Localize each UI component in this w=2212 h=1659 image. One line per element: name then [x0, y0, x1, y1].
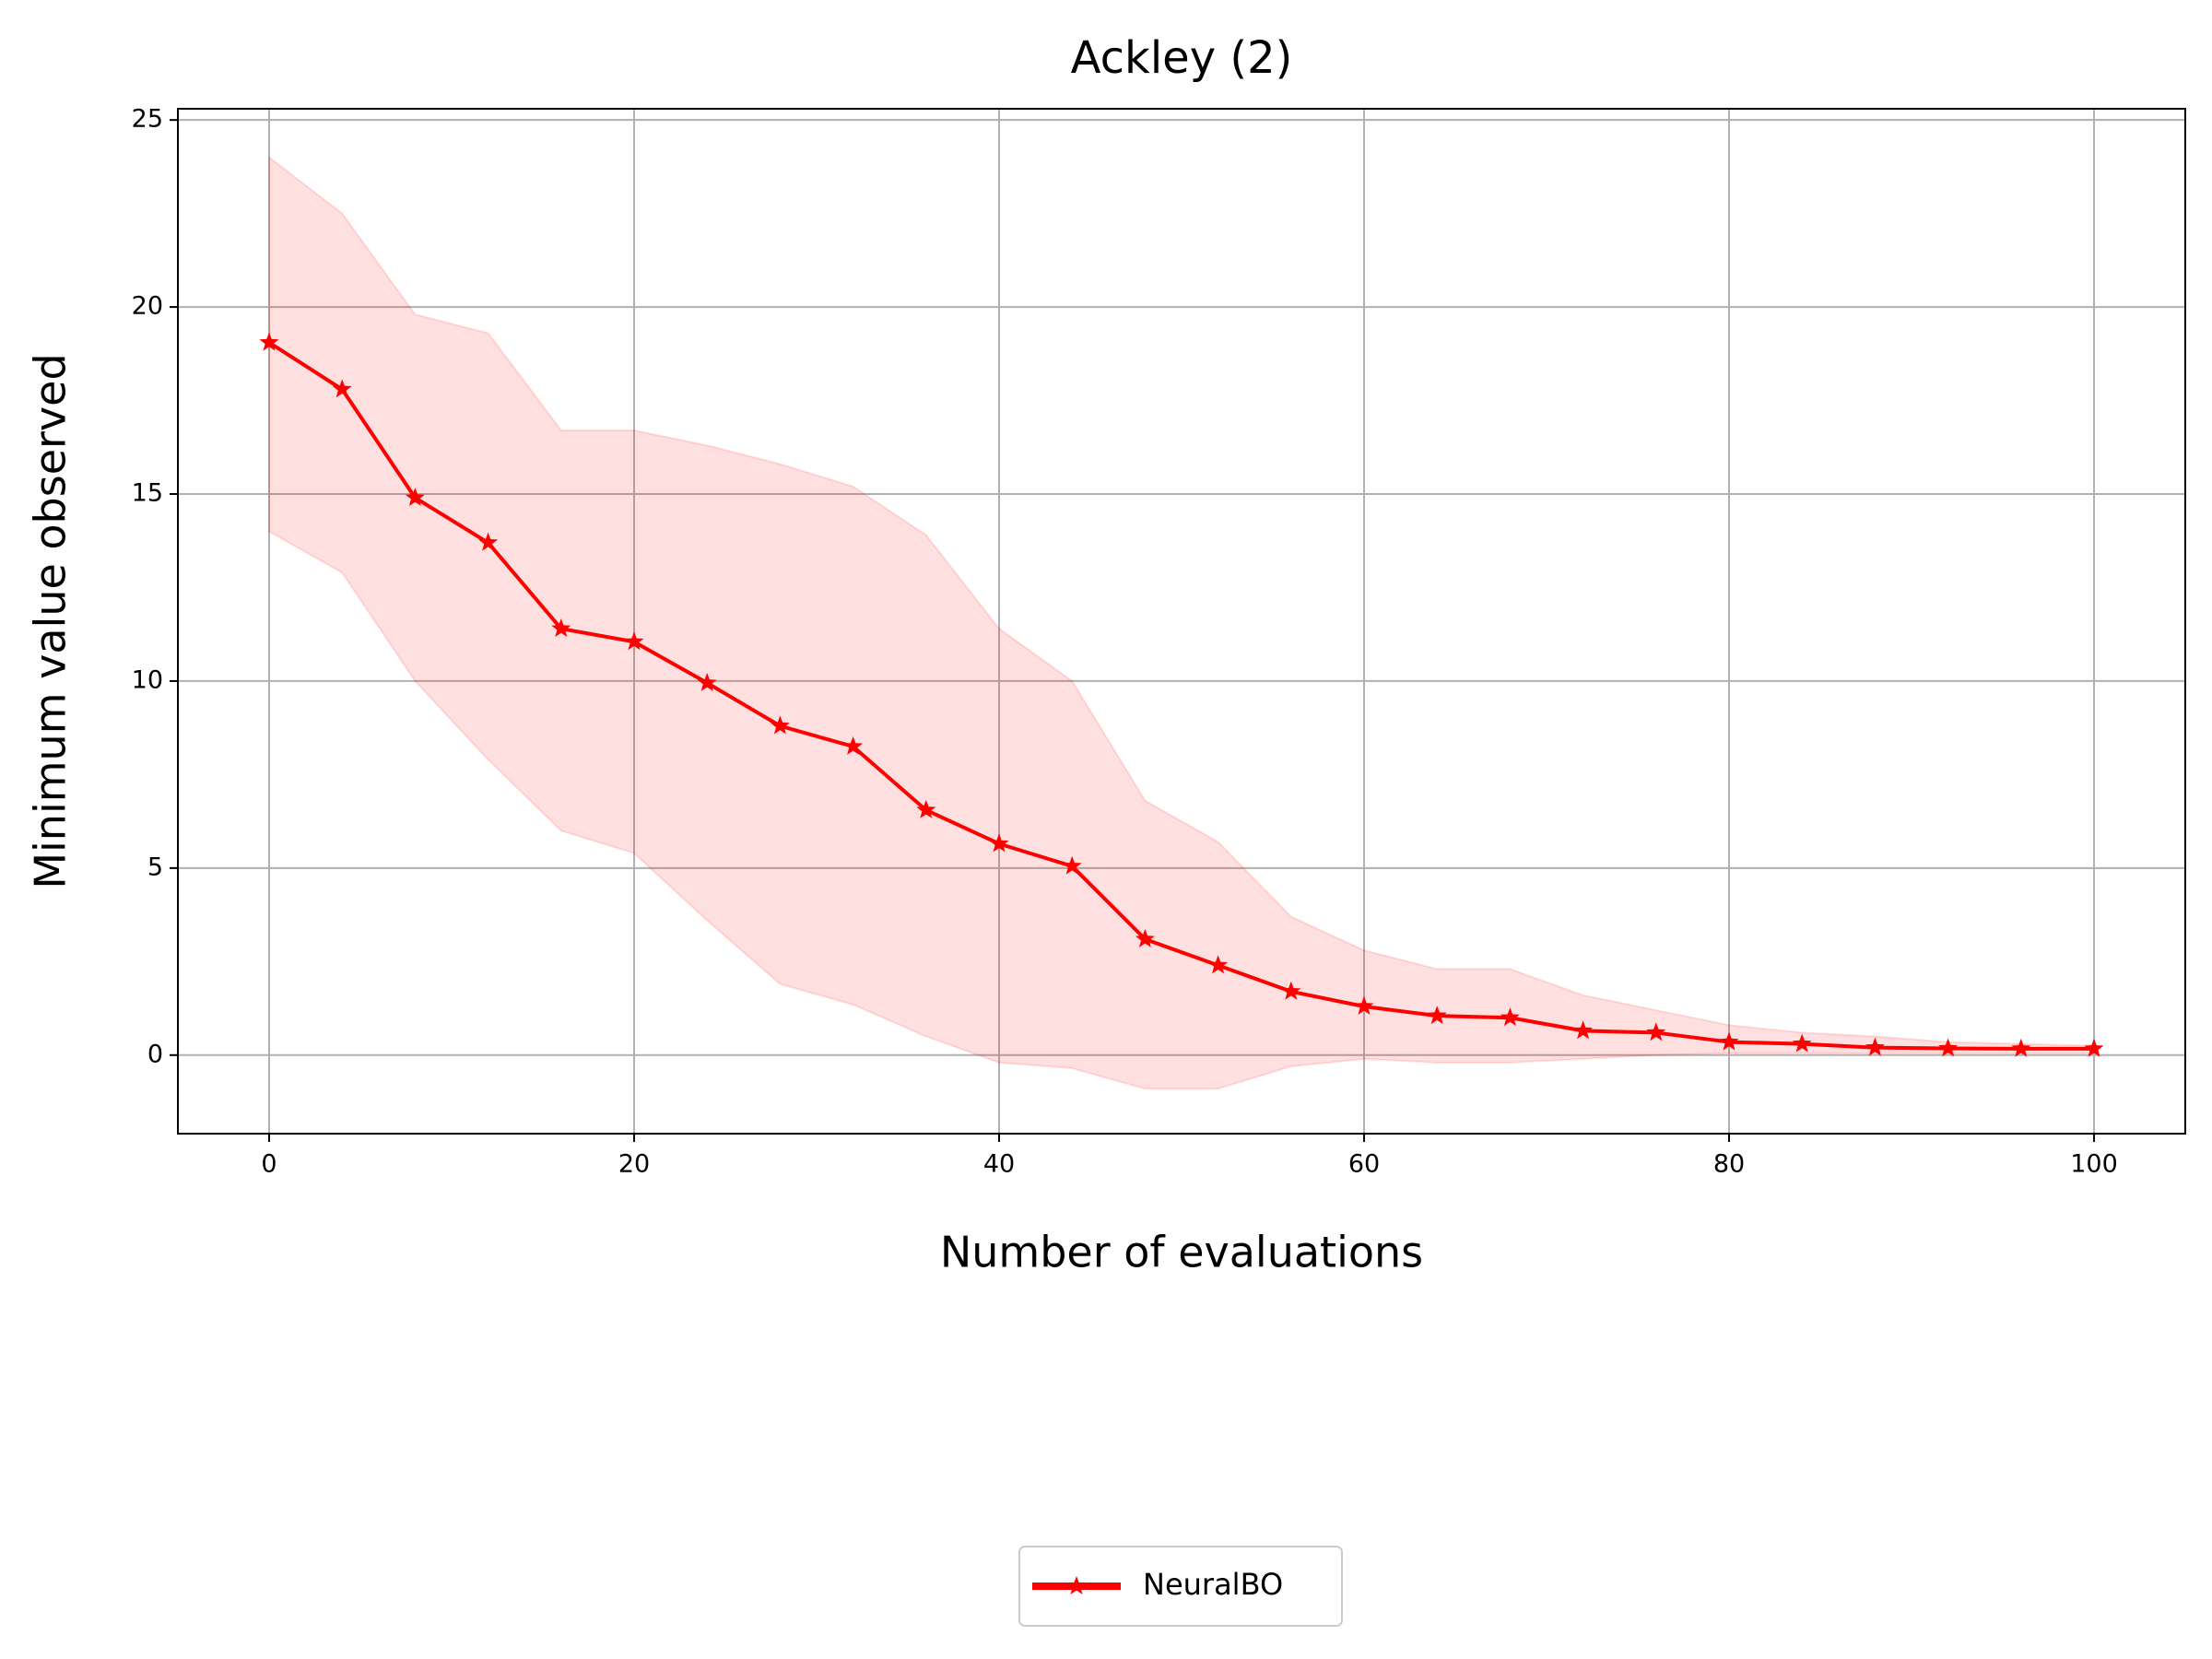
marker — [1573, 1020, 1594, 1040]
x-tick-label: 0 — [261, 1150, 276, 1179]
line — [267, 340, 2094, 1051]
marker — [1646, 1022, 1666, 1041]
legend-marker — [1066, 1576, 1087, 1594]
confidence-band — [268, 155, 2095, 1090]
marker — [332, 379, 352, 398]
marker — [1427, 1006, 1447, 1025]
marker — [1792, 1033, 1812, 1053]
marker — [1135, 929, 1155, 947]
marker — [1865, 1037, 1885, 1056]
x-tick-label: 100 — [2070, 1150, 2118, 1179]
marker — [2084, 1038, 2104, 1057]
legend-box — [1018, 1546, 1343, 1627]
y-tick-label: 0 — [147, 1040, 163, 1068]
x-tick-label: 80 — [1713, 1150, 1745, 1179]
x-tick-label: 40 — [983, 1150, 1015, 1179]
marker — [2011, 1038, 2031, 1057]
y-tick-label: 25 — [132, 105, 163, 134]
marker — [624, 631, 644, 651]
marker — [989, 833, 1009, 853]
marker — [405, 488, 425, 506]
y-tick-label: 10 — [132, 665, 163, 694]
marker — [1938, 1038, 1959, 1057]
y-tick-label: 5 — [147, 853, 163, 881]
marker — [1354, 996, 1374, 1015]
marker — [478, 532, 499, 551]
y-tick-label: 15 — [132, 479, 163, 508]
legend-label: NeuralBO — [1143, 1567, 1283, 1602]
y-tick-label: 20 — [132, 292, 163, 321]
chart-title: Ackley (2) — [1071, 32, 1293, 84]
marker — [916, 799, 936, 818]
marker — [770, 715, 790, 735]
marker — [1062, 855, 1082, 875]
marker — [551, 618, 571, 637]
plot-frame — [177, 108, 2186, 1135]
marker — [1281, 981, 1301, 1000]
marker — [697, 673, 717, 691]
marker — [843, 736, 864, 755]
marker — [259, 332, 279, 351]
legend: NeuralBO — [1018, 1546, 1343, 1627]
marker — [1500, 1007, 1520, 1027]
y-axis-label: Minimum value observed — [26, 353, 76, 888]
marker — [1719, 1031, 1739, 1051]
x-tick-label: 60 — [1348, 1150, 1380, 1179]
x-tick-label: 20 — [618, 1150, 650, 1179]
x-axis-label: Number of evaluations — [940, 1228, 1423, 1277]
marker — [1208, 955, 1229, 974]
